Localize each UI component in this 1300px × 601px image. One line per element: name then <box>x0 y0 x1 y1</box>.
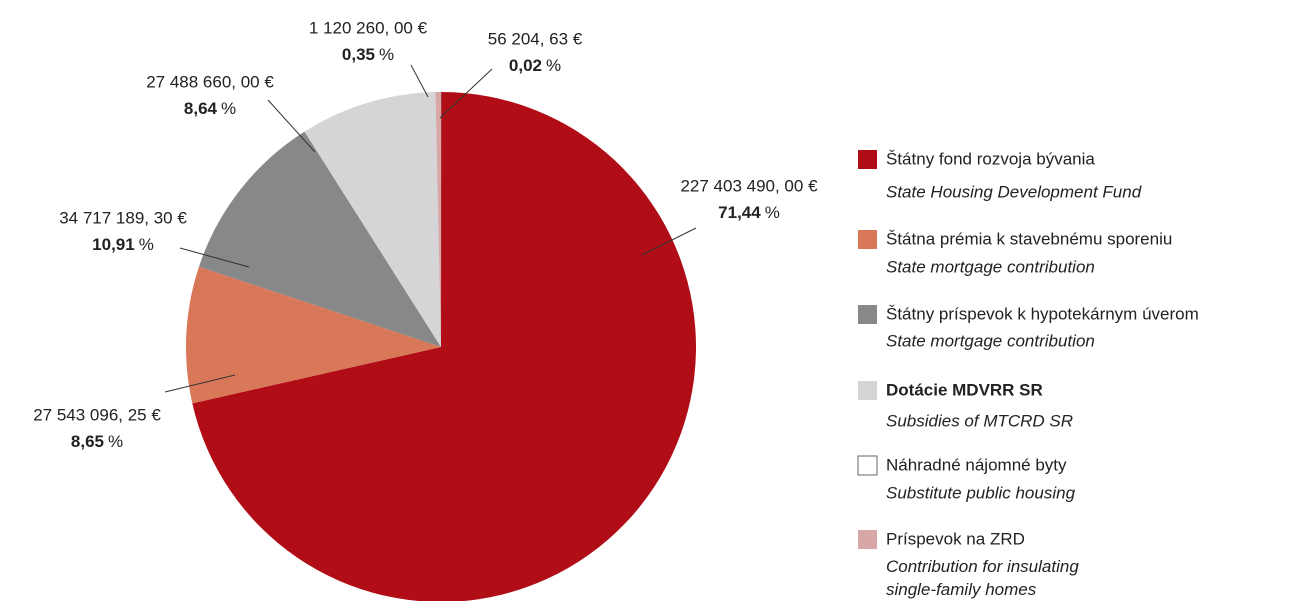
amount-label: 34 717 189, 30 € <box>59 208 187 227</box>
percent-unit: % <box>546 56 561 75</box>
legend-swatch <box>858 150 877 169</box>
amount-label: 1 120 260, 00 € <box>309 18 428 37</box>
amount-label: 56 204, 63 € <box>488 29 583 48</box>
pie-slice <box>435 92 441 347</box>
leader-line <box>641 227 697 256</box>
pie-slice <box>198 131 441 347</box>
legend-swatch <box>857 455 878 476</box>
percent-label: 0,35% <box>342 45 394 64</box>
percent-unit: % <box>221 99 236 118</box>
percent-label: 0,02% <box>509 56 561 75</box>
legend-name-en: Subsidies of MTCRD SR <box>886 411 1073 430</box>
percent-value: 8,65 <box>71 432 104 451</box>
legend-name-en: Contribution for insulating single-family… <box>886 557 1079 599</box>
amount-label: 27 488 660, 00 € <box>146 72 274 91</box>
leader-line <box>267 99 316 153</box>
legend-name-en: State mortgage contribution <box>886 331 1095 350</box>
legend-swatch <box>858 530 877 549</box>
legend-name-en: State mortgage contribution <box>886 257 1095 276</box>
legend-name: Štátny príspevok k hypotekárnym úverom <box>886 304 1199 323</box>
percent-unit: % <box>139 235 154 254</box>
leader-line <box>439 68 493 119</box>
amount-label: 27 543 096, 25 € <box>33 405 161 424</box>
leader-line <box>179 247 250 268</box>
percent-label: 71,44% <box>718 203 780 222</box>
legend-name: Štátna prémia k stavebnému sporeniu <box>886 229 1172 248</box>
percent-value: 10,91 <box>92 235 135 254</box>
percent-value: 8,64 <box>184 99 218 118</box>
legend-name-en: Substitute public housing <box>886 483 1076 502</box>
leader-line <box>164 374 236 393</box>
legend-name: Štátny fond rozvoja bývania <box>886 149 1095 168</box>
percent-value: 71,44 <box>718 203 761 222</box>
percent-unit: % <box>765 203 780 222</box>
pie-slice <box>192 92 696 601</box>
percent-label: 10,91% <box>92 235 154 254</box>
percent-label: 8,64% <box>184 99 236 118</box>
percent-value: 0,35 <box>342 45 375 64</box>
percent-unit: % <box>379 45 394 64</box>
legend-swatch <box>858 230 877 249</box>
pie-slice <box>186 266 441 404</box>
legend-swatch <box>858 305 877 324</box>
legend-name: Dotácie MDVRR SR <box>886 380 1043 399</box>
legend-name: Príspevok na ZRD <box>886 529 1025 548</box>
legend-name-en: State Housing Development Fund <box>886 182 1142 201</box>
leader-line <box>410 64 429 98</box>
percent-label: 8,65% <box>71 432 123 451</box>
amount-label: 227 403 490, 00 € <box>680 176 818 195</box>
percent-unit: % <box>108 432 123 451</box>
percent-value: 0,02 <box>509 56 542 75</box>
pie-slice <box>304 92 441 347</box>
legend-swatch <box>858 381 877 400</box>
legend-name: Náhradné nájomné byty <box>886 455 1067 474</box>
